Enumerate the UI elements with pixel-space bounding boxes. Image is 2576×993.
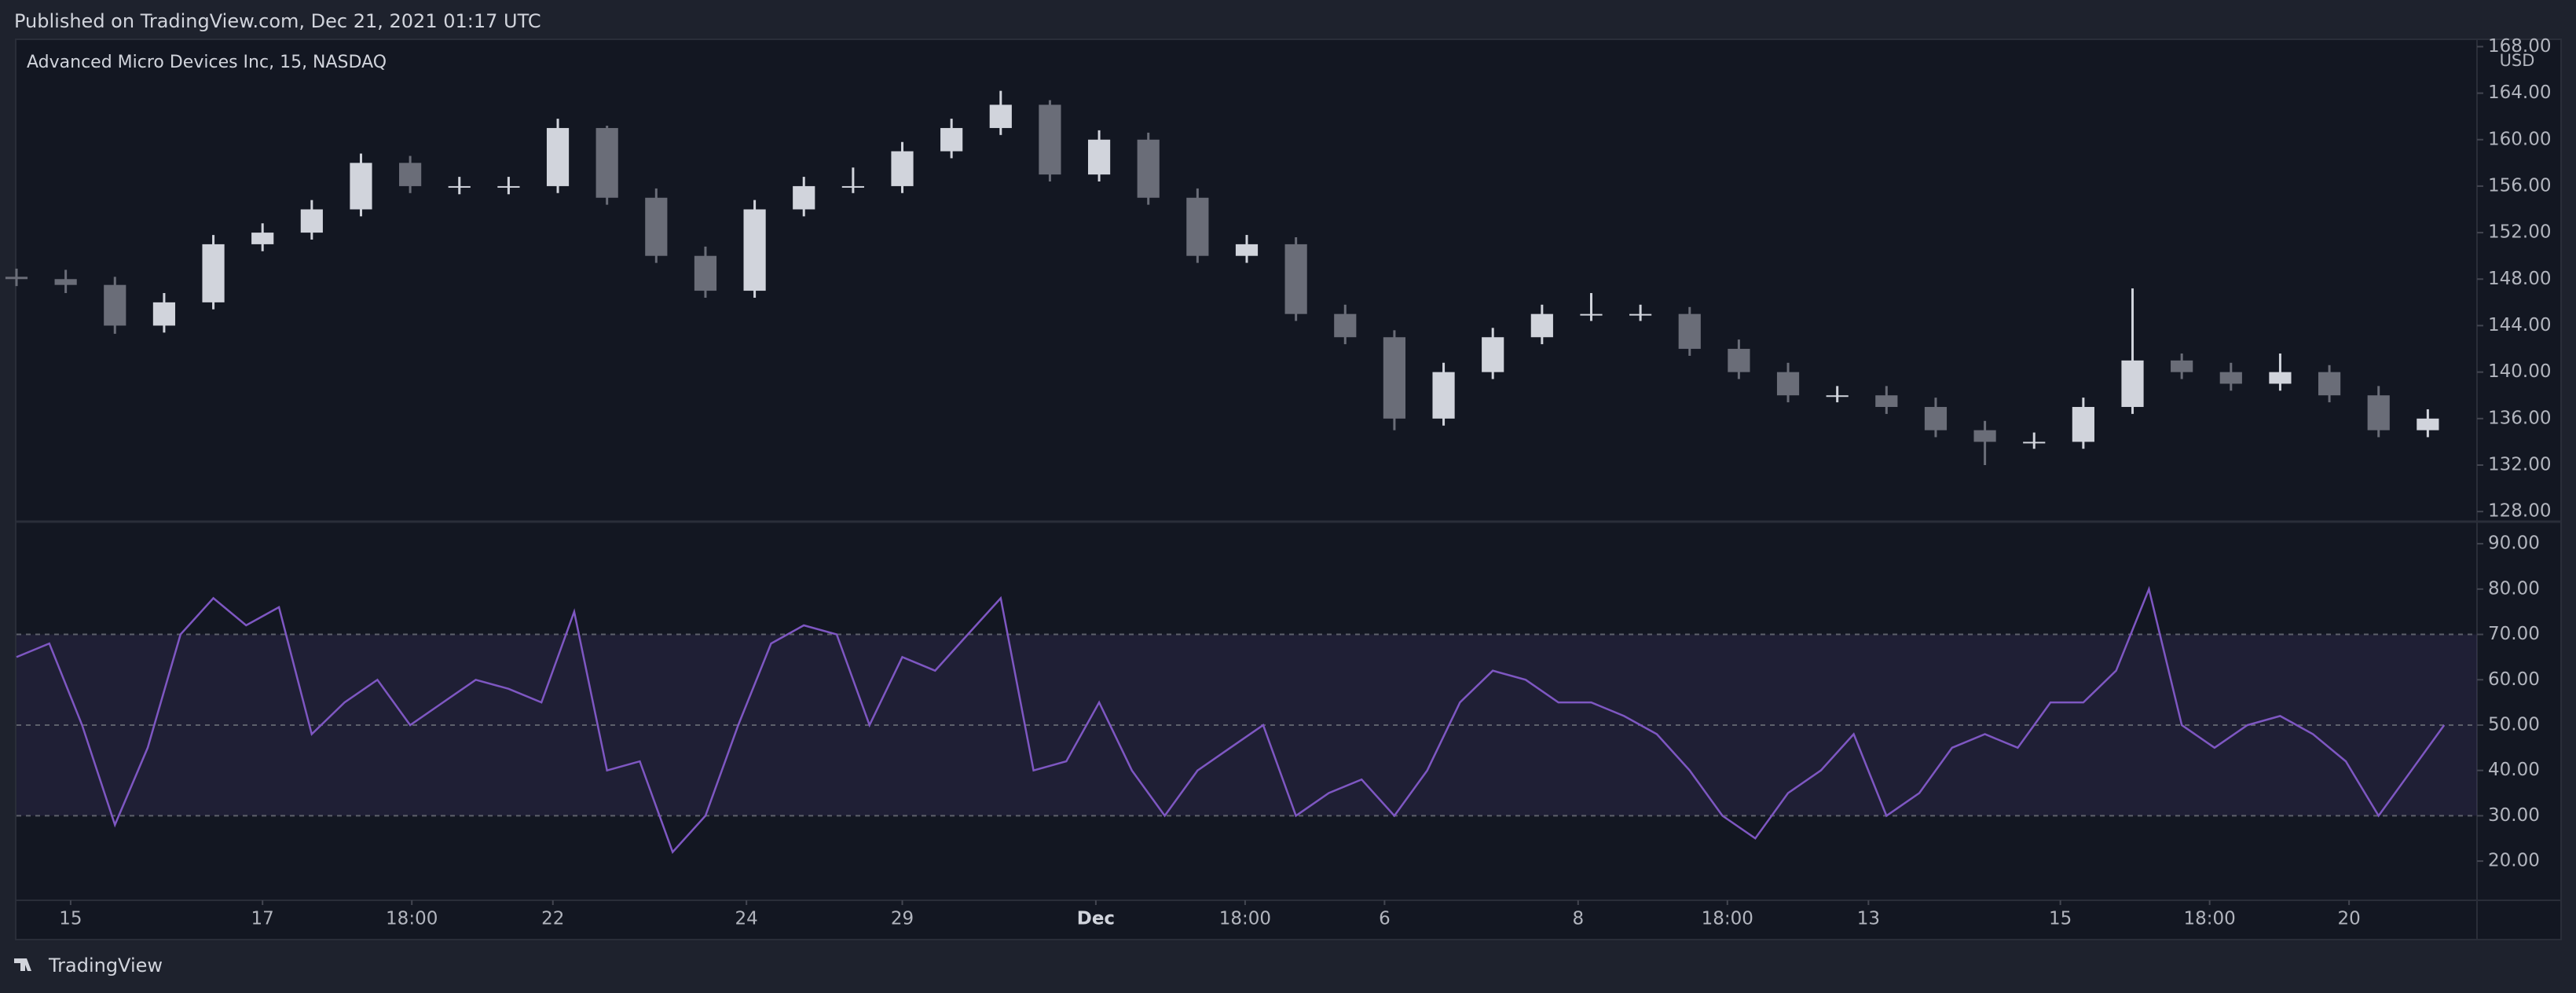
x-tick-label: 18:00 — [2184, 909, 2236, 929]
candle-body — [202, 244, 225, 302]
candle-body — [1776, 372, 1800, 396]
candle-body — [1678, 313, 1701, 350]
x-tick-label: 8 — [1572, 909, 1584, 929]
y-tick-label: 20.00 — [2488, 851, 2540, 871]
candle-body — [595, 127, 618, 198]
x-tick-label: 15 — [59, 909, 82, 929]
y-tick-label: 140.00 — [2488, 361, 2551, 382]
x-tick-label: 17 — [251, 909, 274, 929]
x-tick-label: 6 — [1379, 909, 1391, 929]
candle-body — [841, 185, 864, 188]
x-tick-label: 18:00 — [386, 909, 438, 929]
y-tick-label: 136.00 — [2488, 408, 2551, 428]
x-tick-label: 18:00 — [1219, 909, 1271, 929]
candle-body — [1973, 430, 1996, 442]
candle-body — [1137, 139, 1160, 198]
candle-body — [1087, 139, 1111, 175]
y-tick-label: 90.00 — [2488, 533, 2540, 554]
candle-body — [1235, 244, 1259, 256]
candle-body — [546, 127, 570, 186]
footer: TradingView — [48, 955, 163, 977]
candle-body — [1284, 244, 1307, 314]
candle-body — [350, 163, 372, 210]
y-tick-label: 50.00 — [2488, 714, 2540, 735]
x-tick-label: 18:00 — [1702, 909, 1753, 929]
y-tick-label: 164.00 — [2488, 82, 2551, 103]
candle-body — [1875, 395, 1898, 408]
x-tick-label: 15 — [2049, 909, 2072, 929]
x-tick-label: Dec — [1077, 909, 1115, 929]
logo — [14, 958, 31, 971]
y-tick-label: 160.00 — [2488, 129, 2551, 149]
y-tick-label: 80.00 — [2488, 578, 2540, 599]
candle-body — [1186, 197, 1209, 256]
candle-body — [300, 209, 323, 233]
header: Published on TradingView.com, Dec 21, 20… — [14, 10, 541, 32]
y-tick-label: 156.00 — [2488, 175, 2551, 196]
candle-body — [1482, 337, 1504, 372]
candle-body — [1383, 337, 1406, 419]
candle-body — [645, 197, 668, 256]
chart-title: Advanced Micro Devices Inc, 15, NASDAQ — [27, 53, 387, 72]
candle-body — [1334, 313, 1357, 338]
candle-body — [1530, 313, 1553, 338]
candle-body — [793, 185, 815, 210]
y-tick-label: 152.00 — [2488, 222, 2551, 243]
candle-body — [2417, 418, 2439, 431]
y-tick-label: 132.00 — [2488, 454, 2551, 475]
candle-body — [2367, 395, 2390, 431]
currency-box — [2497, 49, 2538, 72]
x-tick-label: 24 — [735, 909, 758, 929]
candle-body — [152, 302, 176, 326]
y-tick-label: 60.00 — [2488, 669, 2540, 690]
y-tick-label: 168.00 — [2488, 36, 2551, 57]
candle-body — [743, 209, 766, 291]
candle-body — [2269, 372, 2292, 384]
candle-body — [940, 127, 963, 152]
rsi-line — [16, 585, 2446, 854]
candle-body — [2219, 372, 2242, 384]
currency: USD — [2500, 51, 2535, 70]
candle-body — [1580, 313, 1603, 316]
candle-body — [1432, 372, 1455, 419]
candle-body — [1629, 313, 1652, 316]
y-tick-label: 144.00 — [2488, 315, 2551, 335]
chart-frame — [15, 38, 2562, 940]
candle-body — [2318, 372, 2341, 396]
candle-body — [2023, 442, 2046, 444]
candle-body — [694, 255, 717, 291]
candle-body — [448, 185, 471, 188]
y-tick-label: 40.00 — [2488, 760, 2540, 780]
candle-body — [497, 185, 520, 188]
candle-body — [1728, 349, 1750, 372]
candle-body — [891, 151, 914, 186]
candle-body — [54, 279, 77, 285]
candle-body — [5, 277, 28, 280]
x-tick-label: 29 — [891, 909, 914, 929]
y-tick-label: 70.00 — [2488, 624, 2540, 644]
y-tick-label: 148.00 — [2488, 269, 2551, 289]
candle-body — [1826, 395, 1849, 398]
logo-mark — [14, 958, 31, 971]
x-tick-label: 22 — [541, 909, 564, 929]
candle-body — [1924, 407, 1948, 431]
candle-body — [2121, 360, 2144, 408]
x-tick-label: 13 — [1857, 909, 1880, 929]
candle-body — [251, 233, 274, 244]
candle-body — [104, 284, 126, 326]
x-tick-label: 20 — [2337, 909, 2360, 929]
y-tick-label: 30.00 — [2488, 805, 2540, 826]
candle-body — [2171, 360, 2193, 372]
candle-body — [2072, 407, 2094, 442]
candle-body — [1039, 104, 1061, 175]
candle-body — [989, 104, 1012, 128]
candle-body — [399, 163, 422, 186]
y-tick-label: 128.00 — [2488, 501, 2551, 522]
